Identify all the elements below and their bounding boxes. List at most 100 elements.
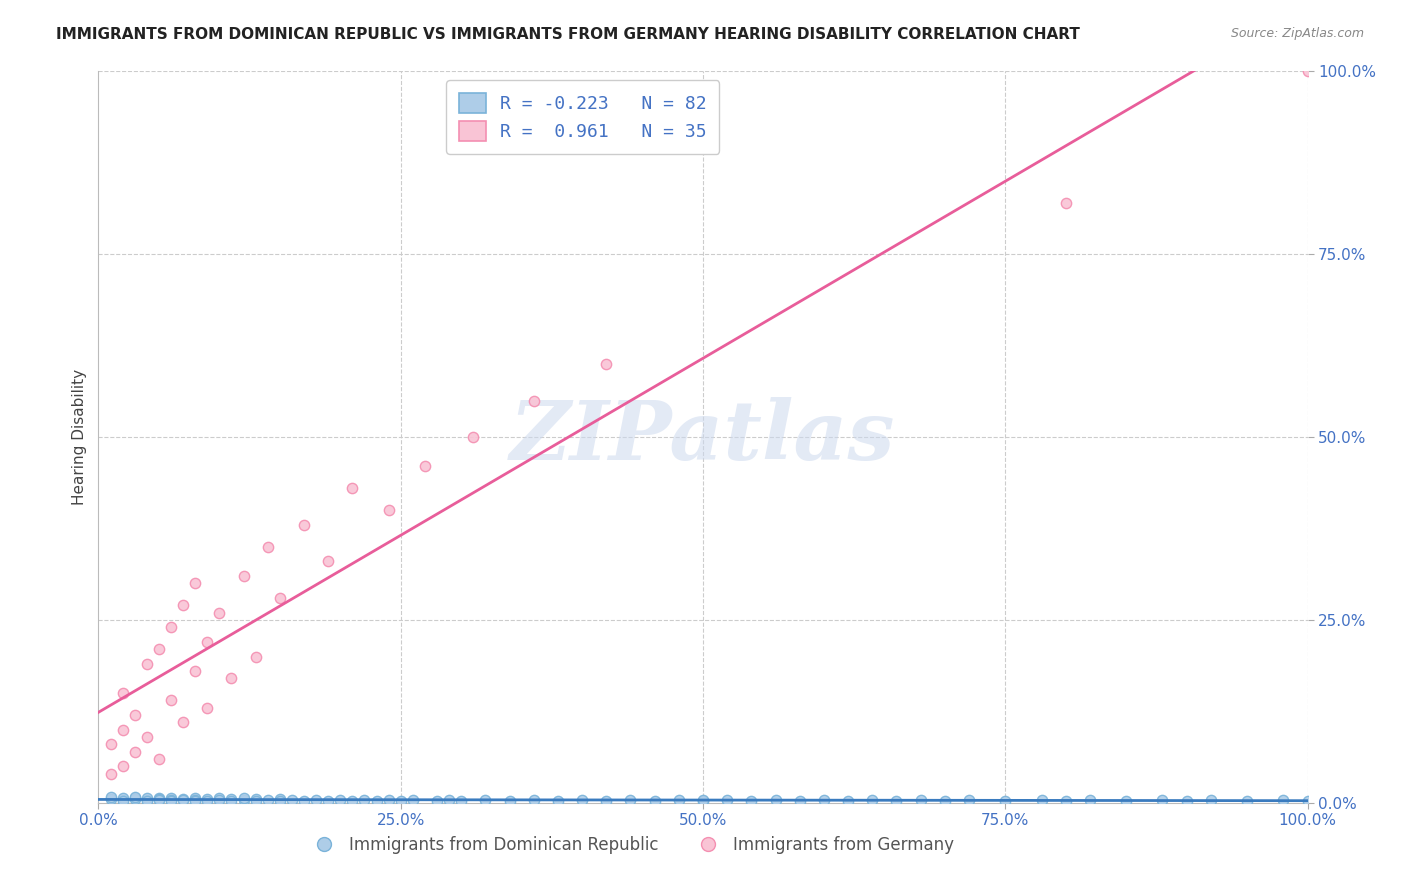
Point: [1054, 196, 1077, 211]
Point: [111, 793, 134, 807]
Point: [316, 554, 339, 568]
Point: [148, 790, 170, 805]
Point: [148, 642, 170, 657]
Point: [1031, 793, 1053, 807]
Point: [124, 708, 146, 723]
Point: [342, 481, 364, 495]
Point: [316, 794, 339, 808]
Point: [221, 792, 243, 806]
Point: [269, 794, 291, 808]
Point: [910, 793, 932, 807]
Point: [692, 793, 714, 807]
Point: [195, 700, 218, 714]
Point: [1296, 64, 1319, 78]
Point: [232, 793, 254, 807]
Point: [1152, 793, 1174, 807]
Point: [135, 791, 157, 805]
Text: IMMIGRANTS FROM DOMINICAN REPUBLIC VS IMMIGRANTS FROM GERMANY HEARING DISABILITY: IMMIGRANTS FROM DOMINICAN REPUBLIC VS IM…: [56, 27, 1080, 42]
Point: [740, 794, 762, 808]
Point: [292, 794, 315, 808]
Text: Source: ZipAtlas.com: Source: ZipAtlas.com: [1230, 27, 1364, 40]
Point: [498, 794, 520, 808]
Point: [437, 793, 460, 807]
Point: [813, 793, 835, 807]
Point: [221, 794, 243, 808]
Point: [765, 793, 787, 807]
Point: [184, 793, 207, 807]
Point: [377, 503, 399, 517]
Point: [619, 793, 641, 807]
Point: [148, 752, 170, 766]
Point: [305, 793, 328, 807]
Point: [402, 793, 425, 807]
Point: [366, 794, 388, 808]
Point: [100, 737, 122, 751]
Point: [269, 591, 291, 605]
Point: [256, 793, 278, 807]
Point: [474, 793, 496, 807]
Point: [100, 792, 122, 806]
Point: [692, 794, 714, 808]
Point: [934, 794, 956, 808]
Point: [124, 791, 146, 805]
Point: [595, 357, 617, 371]
Point: [716, 793, 738, 807]
Point: [172, 793, 194, 807]
Point: [160, 791, 183, 805]
Point: [269, 792, 291, 806]
Point: [135, 730, 157, 744]
Point: [245, 649, 267, 664]
Point: [644, 794, 666, 808]
Point: [208, 791, 231, 805]
Point: [135, 793, 157, 807]
Point: [124, 792, 146, 806]
Point: [135, 657, 157, 671]
Point: [668, 793, 690, 807]
Point: [547, 794, 569, 808]
Point: [232, 791, 254, 805]
Point: [135, 794, 157, 808]
Point: [571, 793, 593, 807]
Point: [148, 792, 170, 806]
Point: [208, 793, 231, 807]
Point: [595, 794, 617, 808]
Point: [172, 792, 194, 806]
Point: [111, 790, 134, 805]
Point: [160, 620, 183, 634]
Point: [184, 576, 207, 591]
Point: [1115, 794, 1137, 808]
Point: [124, 745, 146, 759]
Point: [1199, 793, 1222, 807]
Point: [195, 635, 218, 649]
Point: [111, 723, 134, 737]
Point: [232, 569, 254, 583]
Text: ZIPatlas: ZIPatlas: [510, 397, 896, 477]
Point: [292, 517, 315, 532]
Point: [100, 789, 122, 804]
Point: [184, 794, 207, 808]
Point: [377, 793, 399, 807]
Point: [1175, 794, 1198, 808]
Point: [426, 794, 449, 808]
Point: [160, 793, 183, 807]
Y-axis label: Hearing Disability: Hearing Disability: [72, 369, 87, 505]
Point: [1272, 793, 1295, 807]
Point: [195, 794, 218, 808]
Point: [160, 794, 183, 808]
Point: [111, 686, 134, 700]
Point: [172, 599, 194, 613]
Point: [184, 664, 207, 678]
Point: [413, 459, 436, 474]
Point: [994, 794, 1017, 808]
Point: [523, 793, 546, 807]
Point: [886, 794, 908, 808]
Point: [789, 794, 811, 808]
Point: [184, 791, 207, 805]
Legend: Immigrants from Dominican Republic, Immigrants from Germany: Immigrants from Dominican Republic, Immi…: [301, 829, 960, 860]
Point: [195, 792, 218, 806]
Point: [342, 794, 364, 808]
Point: [256, 540, 278, 554]
Point: [1078, 793, 1101, 807]
Point: [463, 430, 485, 444]
Point: [281, 793, 304, 807]
